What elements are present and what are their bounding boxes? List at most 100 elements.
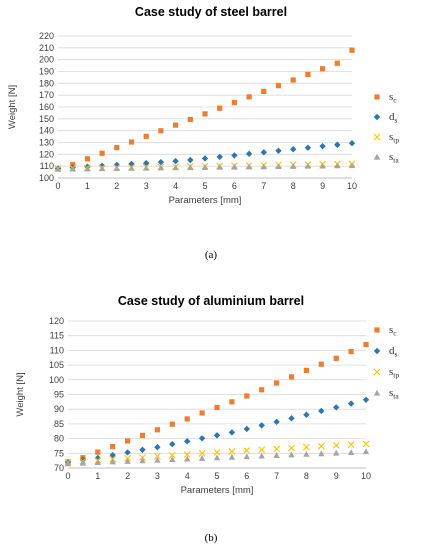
y-tick-label: 180	[39, 78, 54, 88]
data-point-sta	[216, 163, 223, 170]
x-tick-label: 0	[65, 471, 70, 481]
legend-label: sta	[389, 151, 399, 165]
data-point-sc	[261, 88, 267, 94]
data-point-sta	[228, 453, 236, 460]
x-tick-label: 3	[155, 471, 160, 481]
data-point-sta	[113, 165, 120, 172]
data-point-sc	[348, 348, 354, 355]
data-point-stp	[258, 446, 266, 454]
data-point-sc	[202, 111, 208, 117]
y-tick-label: 90	[54, 404, 64, 414]
data-point-sta	[258, 452, 265, 459]
data-point-sta	[288, 451, 295, 458]
data-point-sc	[128, 139, 135, 145]
legend-marker	[373, 113, 381, 121]
legend-marker	[373, 368, 381, 376]
data-point-sc	[246, 94, 252, 100]
data-point-ds	[228, 429, 236, 436]
data-point-sc	[114, 144, 120, 151]
steel-barrel-figure: Case study of steel barrel 100 110 120 130 1…	[7, 5, 399, 261]
x-tick-label: 8	[304, 471, 309, 481]
data-point-sta	[124, 458, 131, 464]
data-point-stp	[243, 447, 251, 455]
data-point-stp	[362, 440, 370, 448]
aluminium-barrel-figure: Case study of aluminium barrel 70 75 80 85 9…	[0, 275, 422, 550]
data-point-stp	[273, 445, 280, 453]
data-point-ds	[260, 149, 267, 156]
data-point-sc	[169, 421, 175, 427]
data-point-ds	[231, 152, 238, 159]
legend-label: sc	[389, 324, 397, 338]
x-tick-label: 10	[347, 181, 357, 191]
y-tick-label: 105	[49, 360, 64, 370]
data-point-sc	[320, 66, 326, 72]
data-point-sta	[84, 165, 91, 172]
data-point-sta	[304, 162, 312, 169]
legend-marker	[374, 327, 380, 333]
data-point-stp	[288, 444, 295, 452]
data-point-sta	[139, 457, 146, 464]
legend-marker	[373, 389, 381, 396]
data-point-sta	[260, 163, 267, 170]
data-point-ds	[201, 155, 209, 162]
data-point-stp	[228, 448, 236, 455]
data-point-sta	[273, 452, 280, 458]
data-point-ds	[169, 440, 176, 448]
data-point-sta	[69, 165, 76, 172]
y-tick-label: 100	[49, 375, 64, 385]
y-tick-label: 220	[39, 31, 54, 41]
data-point-sc	[110, 443, 116, 450]
data-point-sta	[172, 164, 179, 171]
data-point-ds	[275, 147, 282, 154]
x-tick-label: 7	[261, 181, 266, 191]
data-point-ds	[154, 443, 161, 451]
legend-label: ds	[389, 111, 398, 125]
data-point-sta	[64, 460, 72, 467]
data-point-stp	[168, 451, 176, 459]
data-point-sc	[229, 399, 235, 405]
data-point-ds	[258, 422, 265, 429]
data-point-sc	[288, 374, 295, 380]
data-point-ds	[198, 435, 206, 442]
data-point-ds	[128, 160, 135, 168]
x-tick-label: 9	[334, 471, 339, 481]
data-point-sc	[275, 83, 282, 89]
x-tick-label: 0	[55, 181, 60, 191]
data-point-sc	[274, 380, 280, 386]
y-tick-label: 120	[49, 316, 64, 326]
x-tick-label: 5	[202, 181, 207, 191]
legend-label: stp	[389, 366, 399, 380]
data-point-ds	[245, 150, 253, 158]
legend-marker	[373, 133, 381, 141]
data-point-stp	[347, 441, 355, 448]
y-tick-label: 95	[54, 390, 64, 400]
data-point-sc	[214, 404, 220, 411]
x-axis-label: Parameters [mm]	[181, 485, 254, 496]
legend-label: sc	[389, 91, 397, 105]
data-point-sta	[347, 449, 355, 456]
legend-marker	[374, 94, 380, 100]
chart-title: Case study of aluminium barrel	[117, 294, 305, 308]
x-tick-label: 4	[185, 471, 190, 481]
data-point-ds	[318, 407, 325, 415]
data-point-sc	[143, 133, 149, 139]
x-tick-label: 7	[274, 471, 279, 481]
y-tick-label: 75	[54, 448, 64, 458]
data-point-sta	[94, 459, 101, 466]
data-point-stp	[183, 451, 191, 458]
data-point-ds	[288, 415, 295, 422]
x-tick-label: 5	[214, 471, 219, 481]
data-point-sta	[303, 450, 310, 457]
data-point-ds	[187, 156, 194, 164]
legend-marker	[373, 347, 381, 355]
data-point-sc	[139, 432, 146, 438]
x-tick-label: 9	[320, 181, 325, 191]
data-point-stp	[154, 452, 161, 460]
data-point-sta	[348, 162, 356, 169]
data-point-ds	[139, 446, 146, 453]
data-point-sc	[318, 361, 324, 367]
y-tick-label: 115	[50, 331, 64, 341]
y-tick-label: 190	[39, 67, 54, 77]
legend-label: ds	[389, 345, 398, 359]
data-point-ds	[304, 144, 312, 151]
